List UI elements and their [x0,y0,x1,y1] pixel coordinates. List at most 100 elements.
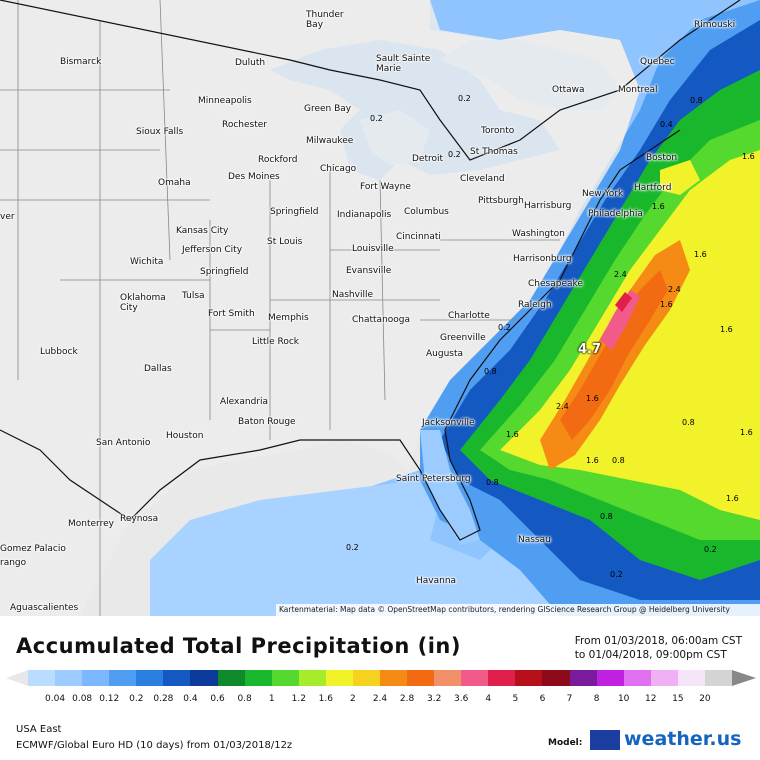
city-label: Minneapolis [198,96,252,106]
city-label: Augusta [426,349,464,359]
city-label: Alexandria [220,397,269,407]
legend-swatch [542,670,571,686]
city-label: Detroit [412,154,444,164]
legend-tick-label: 8 [593,694,600,704]
contour-label: 0.2 [458,94,471,103]
legend-swatch [244,670,273,686]
legend-swatch [298,670,327,686]
city-label: Milwaukee [306,136,354,146]
city-label: Havanna [416,576,457,586]
map-attribution: Kartenmaterial: Map data © OpenStreetMap… [276,604,760,616]
city-label: Tulsa [182,291,205,301]
city-label: Houston [166,431,204,441]
contour-label: 2.4 [614,270,627,279]
city-label: Lubbock [40,347,78,357]
legend-tick-label: 0.6 [210,694,225,704]
legend-swatch [407,670,435,686]
legend-tick-label: 2.4 [372,694,388,704]
city-label: Indianapolis [337,210,392,220]
region-label: USA East [16,724,62,735]
city-label: Charlotte [448,311,490,321]
legend-tick-label: 0.2 [129,694,144,704]
contour-label: 1.6 [586,394,599,403]
from-line: From 01/03/2018, 06:00am CST [574,635,742,647]
city-label: Little Rock [252,337,299,347]
legend-swatch [704,670,733,686]
legend-tick-label: 1.2 [291,694,306,704]
contour-label: 1.6 [742,152,755,161]
city-label: Aguascalientes [10,603,79,613]
city-label: Sioux Falls [136,127,184,137]
city-label: Cleveland [460,174,505,184]
brand-logo[interactable]: weather.us [624,728,742,750]
city-label: Nashville [332,290,374,300]
city-label: Memphis [268,313,309,323]
city-label: Green Bay [304,104,352,114]
city-label: Fort Smith [208,309,255,319]
contour-label: 0.8 [612,456,625,465]
city-label: Chicago [320,164,357,174]
legend-swatch [271,670,300,686]
legend-tick-label: 0.08 [72,694,93,704]
time-range: From 01/03/2018, 06:00am CST to 01/04/20… [575,634,742,662]
contour-label: 2.4 [668,285,681,294]
city-label: Wichita [130,257,164,267]
city-label: Jefferson City [182,245,243,255]
city-label: Evansville [346,266,392,276]
legend-tick-label: 20 [699,694,711,704]
contour-label: 0.8 [690,96,703,105]
city-label: Harrisonburg [513,254,572,264]
city-label: ver [0,212,15,222]
legend-swatch [28,670,56,686]
legend-swatch [352,670,381,686]
legend-tick-label: 3.6 [454,694,469,704]
city-label: Nassau [518,535,551,545]
legend-swatch [677,670,706,686]
city-label: Springfield [200,267,249,277]
contour-label: 2.4 [556,402,569,411]
contour-label: 0.4 [660,120,673,129]
city-label: Montreal [618,85,658,95]
city-label: Jacksonville [422,418,475,428]
legend-tick-label: 2.8 [399,694,415,704]
city-label: San Antonio [96,438,151,448]
legend-title: Accumulated Total Precipitation (in) [16,634,461,658]
city-label: Rimouski [694,20,736,30]
legend-tick-label: 0.8 [237,694,252,704]
city-label: Reynosa [120,514,159,524]
contour-label: 1.6 [694,250,707,259]
city-label: Philadelphia [588,209,643,219]
city-label: Monterrey [68,519,114,529]
contour-label: 1.6 [660,300,673,309]
legend-tick-label: 6 [539,694,546,704]
city-label: Duluth [235,58,266,68]
legend-tick-label: 1.6 [318,694,334,704]
legend-swatch [623,670,652,686]
contour-label: 1.6 [740,428,753,437]
legend-tick-label: 7 [566,694,573,704]
city-label: Pittsburgh [478,196,524,206]
legend-tick-label: 5 [512,694,519,704]
legend-swatch [380,670,408,686]
city-label: Gomez Palacio [0,544,66,554]
legend-panel: Accumulated Total Precipitation (in) Fro… [0,616,760,760]
legend-tick-label: 0.12 [99,694,120,704]
contour-label: 1.6 [586,456,599,465]
city-label: Boston [646,153,678,163]
legend-swatch [217,670,246,686]
to-line: to 01/04/2018, 09:00pm CST [574,649,727,661]
city-label: Baton Rouge [238,417,296,427]
contour-label: 0.2 [704,545,717,554]
city-label: Louisville [352,244,394,254]
city-label: Oklahoma City [120,293,166,313]
legend-swatch [650,670,679,686]
city-label: Quebec [640,57,675,67]
city-label: Chesapeake [528,279,583,289]
contour-label: 0.8 [486,478,499,487]
city-label: Saint Petersburg [396,474,471,484]
legend-swatch [325,670,354,686]
precipitation-map[interactable]: Thunder Bay Rimouski Bismarck Duluth Sault Sa… [0,0,760,616]
city-label: Cincinnati [396,232,441,242]
legend-tick-label: 0.4 [183,694,198,704]
city-label: Columbus [404,207,449,217]
